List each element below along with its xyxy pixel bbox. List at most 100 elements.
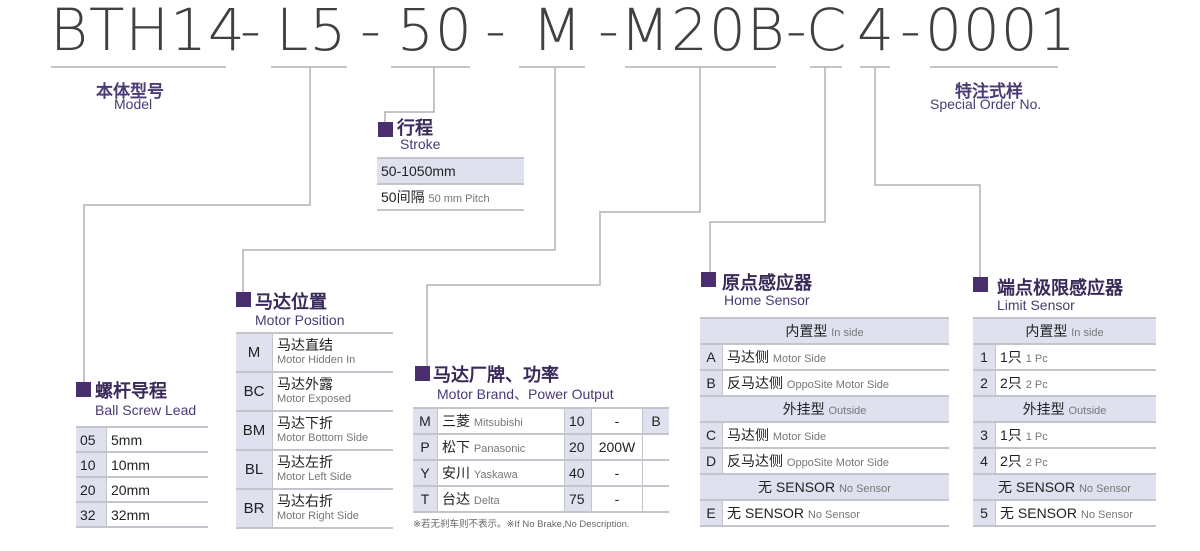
position-code: BM: [236, 410, 273, 450]
group-en: Outside: [828, 405, 867, 417]
brand-name: 松下 Panasonic: [437, 433, 565, 460]
code-dash: -: [240, 0, 262, 64]
table-row: Y 安川 Yaskawa 40-: [413, 459, 669, 486]
position-en: Motor Left Side: [277, 470, 352, 483]
position-cn: 马达下折: [277, 414, 333, 431]
lead-value: 32mm: [106, 501, 208, 528]
sensor-cn: 马达侧: [727, 427, 769, 443]
group-cn: 无 SENSOR: [758, 479, 836, 495]
table-row: BC 马达外露 Motor Exposed: [236, 371, 393, 411]
power-code: 10: [564, 407, 592, 434]
brand-en: Panasonic: [473, 443, 526, 455]
brake-code: [642, 433, 669, 460]
brand-en: Yaskawa: [473, 469, 518, 481]
sensor-en: 2 Pc: [1025, 457, 1048, 469]
table-row: 2 2只 2 Pc: [973, 369, 1156, 396]
position-desc: 马达下折 Motor Bottom Side: [272, 410, 393, 450]
ball-screw-subtitle: Ball Screw Lead: [95, 402, 197, 418]
sensor-code: 3: [973, 421, 996, 448]
motor-brand-title: 马达厂牌、功率: [433, 365, 559, 385]
power-code: 75: [564, 485, 592, 513]
brand-name: 安川 Yaskawa: [437, 459, 565, 486]
stroke-title: 行程: [397, 118, 433, 138]
position-code: M: [236, 332, 273, 372]
position-cn: 马达右折: [277, 492, 333, 509]
power-value: 200W: [591, 433, 643, 460]
group-cn: 内置型: [1025, 323, 1068, 339]
brand-name: 台达 Delta: [437, 485, 565, 513]
motor-position-table: M 马达直结 Motor Hidden In BC 马达外露 Motor Exposed B…: [236, 332, 393, 529]
stroke-main: 50-1050mm: [381, 163, 456, 179]
position-en: Motor Hidden In: [277, 353, 356, 366]
position-en: Motor Right Side: [277, 509, 359, 522]
position-en: Motor Bottom Side: [277, 431, 369, 444]
model-label-cn: 本体型号: [96, 82, 164, 101]
brand-en: Mitsubishi: [473, 417, 523, 429]
sensor-group-header: 无 SENSOR No Sensor: [973, 473, 1156, 500]
code-special-order: 0001: [925, 0, 1077, 64]
sensor-group-header: 内置型 In side: [973, 317, 1156, 344]
code-dash: -: [360, 0, 382, 64]
group-en: Outside: [1068, 405, 1107, 417]
sensor-desc: 马达侧 Motor Side: [722, 421, 949, 448]
sensor-cn: 1只: [1000, 427, 1022, 443]
power-value: -: [591, 407, 643, 434]
code-dash: -: [485, 0, 507, 64]
code-dash: -: [900, 0, 922, 64]
table-row: M 三菱 Mitsubishi 10- B: [413, 407, 669, 434]
sensor-desc: 1只 1 Pc: [995, 343, 1156, 370]
home-sensor-subtitle: Home Sensor: [724, 292, 810, 308]
code-motor-position: M: [532, 0, 584, 64]
table-row: T 台达 Delta 75-: [413, 485, 669, 513]
brand-code: P: [413, 433, 438, 460]
lead-value: 5mm: [106, 426, 208, 452]
brand-cn: 台达: [442, 491, 470, 507]
sensor-code: D: [700, 447, 723, 474]
table-row: 外挂型 Outside: [973, 395, 1156, 422]
stroke-main: 50间隔: [381, 189, 425, 205]
table-row: M 马达直结 Motor Hidden In: [236, 332, 393, 372]
brand-code: Y: [413, 459, 438, 486]
group-en: No Sensor: [838, 483, 891, 495]
motor-position-marker-icon: [236, 292, 251, 307]
power-code: 40: [564, 459, 592, 486]
motor-brand-marker-icon: [415, 366, 430, 381]
power-value: -: [591, 459, 643, 486]
group-cn: 外挂型: [1022, 401, 1065, 417]
table-row: A 马达侧 Motor Side: [700, 343, 949, 370]
position-code: BC: [236, 371, 273, 411]
group-cn: 外挂型: [782, 401, 825, 417]
stroke-value: 50-1050mm: [377, 157, 524, 184]
brand-cn: 松下: [442, 439, 470, 455]
code-limit-sensor: 4: [857, 0, 895, 64]
sensor-code: A: [700, 343, 723, 370]
sensor-en: OppoSite Motor Side: [786, 379, 890, 391]
sensor-desc: 2只 2 Pc: [995, 369, 1156, 396]
sensor-en: 1 Pc: [1025, 431, 1048, 443]
brand-cn: 三菱: [442, 413, 470, 429]
limit-sensor-table: 内置型 In side 1 1只 1 Pc 2 2只 2 Pc 外挂型 Outside 3 1…: [973, 317, 1156, 527]
code-stroke: 50: [397, 0, 473, 64]
sensor-desc: 1只 1 Pc: [995, 421, 1156, 448]
lead-code: 20: [76, 476, 107, 502]
sensor-cn: 2只: [1000, 375, 1022, 391]
group-en: In side: [1071, 327, 1104, 339]
group-cn: 无 SENSOR: [998, 479, 1076, 495]
lead-code: 05: [76, 426, 107, 452]
sensor-group-header: 外挂型 Outside: [700, 395, 949, 422]
table-row: BR 马达右折 Motor Right Side: [236, 488, 393, 529]
position-desc: 马达左折 Motor Left Side: [272, 449, 393, 489]
home-sensor-marker-icon: [701, 272, 716, 287]
code-home-sensor: C: [806, 0, 848, 64]
ball-screw-marker-icon: [76, 382, 91, 397]
home-sensor-title: 原点感应器: [722, 273, 812, 293]
lead-value: 10mm: [106, 451, 208, 477]
limit-sensor-subtitle: Limit Sensor: [997, 297, 1075, 313]
sensor-en: Motor Side: [772, 431, 827, 443]
table-row: C 马达侧 Motor Side: [700, 421, 949, 448]
group-cn: 内置型: [785, 323, 828, 339]
sensor-cn: 2只: [1000, 453, 1022, 469]
